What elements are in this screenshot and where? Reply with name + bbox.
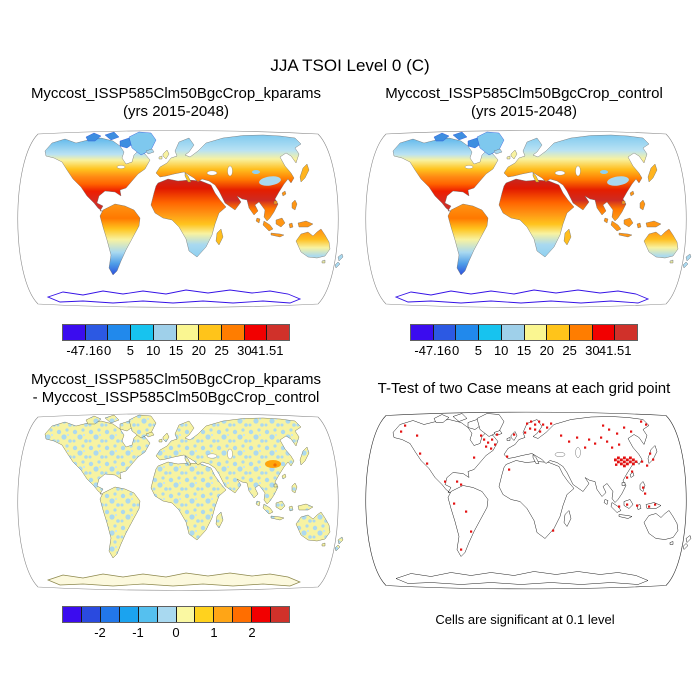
colorbar-control: -47.16 0 5 10 15 20 25 30 41.51 bbox=[410, 324, 638, 358]
colorbar-tick-label: 1 bbox=[210, 625, 218, 640]
colorbar-tick-label: 25 bbox=[214, 343, 229, 358]
colorbar-cell bbox=[432, 325, 456, 340]
colorbar-tick-labels: -2 -1 0 1 2 bbox=[62, 623, 290, 640]
colorbar-cell bbox=[220, 325, 244, 340]
colorbar-difference: -2 -1 0 1 2 bbox=[62, 606, 290, 640]
colorbar-tick-label: 20 bbox=[539, 343, 555, 358]
significance-caption: Cells are significant at 0.1 level bbox=[435, 612, 615, 627]
colorbar-cell bbox=[614, 325, 638, 340]
colorbar-cell bbox=[251, 607, 271, 622]
colorbar-strip bbox=[62, 324, 290, 341]
panel-title-kparams-line2: (yrs 2015-2048) bbox=[123, 103, 229, 120]
figure-title: JJA TSOI Level 0 (C) bbox=[270, 56, 430, 75]
colorbar-cell bbox=[213, 607, 233, 622]
colorbar-cell bbox=[107, 325, 131, 340]
map-difference bbox=[8, 412, 348, 592]
colorbar-cell bbox=[500, 325, 524, 340]
colorbar-strip bbox=[410, 324, 638, 341]
colorbar-kparams: -47.16 0 5 10 15 20 25 30 41.51 bbox=[62, 324, 290, 358]
colorbar-cell bbox=[478, 325, 501, 340]
colorbar-tick-label: 0 bbox=[103, 343, 112, 358]
colorbar-cell bbox=[270, 607, 290, 622]
colorbar-tick-label: 41.51 bbox=[598, 343, 632, 358]
colorbar-cell bbox=[156, 607, 176, 622]
colorbar-tick-label: 5 bbox=[474, 343, 483, 358]
panel-title-kparams-line1: Myccost_ISSP585Clm50BgcCrop_kparams bbox=[30, 85, 322, 102]
colorbar-tick-label: -47.16 bbox=[414, 343, 452, 358]
colorbar-tick-label: -2 bbox=[94, 625, 106, 640]
panel-title-difference-line1: Myccost_ISSP585Clm50BgcCrop_kparams bbox=[30, 371, 322, 388]
colorbar-cell bbox=[243, 325, 267, 340]
panel-title-control-line1: Myccost_ISSP585Clm50BgcCrop_control bbox=[385, 85, 663, 102]
colorbar-tick-label: 15 bbox=[168, 343, 184, 358]
colorbar-strip bbox=[62, 606, 290, 623]
colorbar-tick-label: 25 bbox=[562, 343, 577, 358]
colorbar-tick-label: 0 bbox=[451, 343, 460, 358]
map-kparams-temperature bbox=[8, 129, 348, 309]
panel-title-control: Myccost_ISSP585Clm50BgcCrop_control (yrs… bbox=[348, 85, 700, 121]
colorbar-cell bbox=[130, 325, 153, 340]
colorbar-tick-label: -1 bbox=[132, 625, 144, 640]
colorbar-cell bbox=[118, 607, 138, 622]
panel-title-control-line2: (yrs 2015-2048) bbox=[471, 103, 577, 120]
panel-title-ttest: T-Test of two Case means at each grid po… bbox=[377, 380, 671, 397]
colorbar-tick-label: 30 bbox=[585, 343, 600, 358]
colorbar-cell bbox=[591, 325, 615, 340]
panel-title-kparams: Myccost_ISSP585Clm50BgcCrop_kparams (yrs… bbox=[0, 85, 352, 121]
colorbar-tick-label: 2 bbox=[248, 625, 256, 640]
colorbar-tick-label: 15 bbox=[516, 343, 532, 358]
colorbar-cell bbox=[546, 325, 569, 340]
colorbar-cell bbox=[152, 325, 176, 340]
colorbar-cell bbox=[137, 607, 157, 622]
colorbar-cell bbox=[568, 325, 592, 340]
colorbar-tick-label: 10 bbox=[493, 343, 509, 358]
colorbar-tick-labels: -47.16 0 5 10 15 20 25 30 41.51 bbox=[410, 341, 638, 358]
colorbar-cell bbox=[455, 325, 479, 340]
colorbar-tick-label: 0 bbox=[172, 625, 180, 640]
colorbar-tick-label: 41.51 bbox=[250, 343, 284, 358]
colorbar-cell bbox=[63, 325, 85, 340]
colorbar-cell bbox=[266, 325, 290, 340]
colorbar-cell bbox=[232, 607, 252, 622]
colorbar-cell bbox=[80, 607, 100, 622]
map-control-temperature bbox=[356, 129, 696, 309]
colorbar-cell bbox=[411, 325, 433, 340]
colorbar-cell bbox=[84, 325, 108, 340]
colorbar-tick-label: 10 bbox=[145, 343, 161, 358]
colorbar-tick-label: 30 bbox=[237, 343, 252, 358]
colorbar-cell bbox=[523, 325, 547, 340]
colorbar-tick-label: 5 bbox=[126, 343, 135, 358]
colorbar-cell bbox=[99, 607, 119, 622]
colorbar-tick-label: -47.16 bbox=[66, 343, 104, 358]
colorbar-cell bbox=[175, 607, 195, 622]
colorbar-cell bbox=[194, 607, 214, 622]
map-ttest-significance bbox=[356, 409, 696, 592]
panel-title-difference: Myccost_ISSP585Clm50BgcCrop_kparams - My… bbox=[0, 371, 352, 407]
colorbar-tick-label: 20 bbox=[191, 343, 207, 358]
colorbar-cell bbox=[198, 325, 221, 340]
colorbar-tick-labels: -47.16 0 5 10 15 20 25 30 41.51 bbox=[62, 341, 290, 358]
colorbar-cell bbox=[63, 607, 81, 622]
panel-title-difference-line2: - Myccost_ISSP585Clm50BgcCrop_control bbox=[32, 389, 320, 406]
colorbar-cell bbox=[175, 325, 199, 340]
